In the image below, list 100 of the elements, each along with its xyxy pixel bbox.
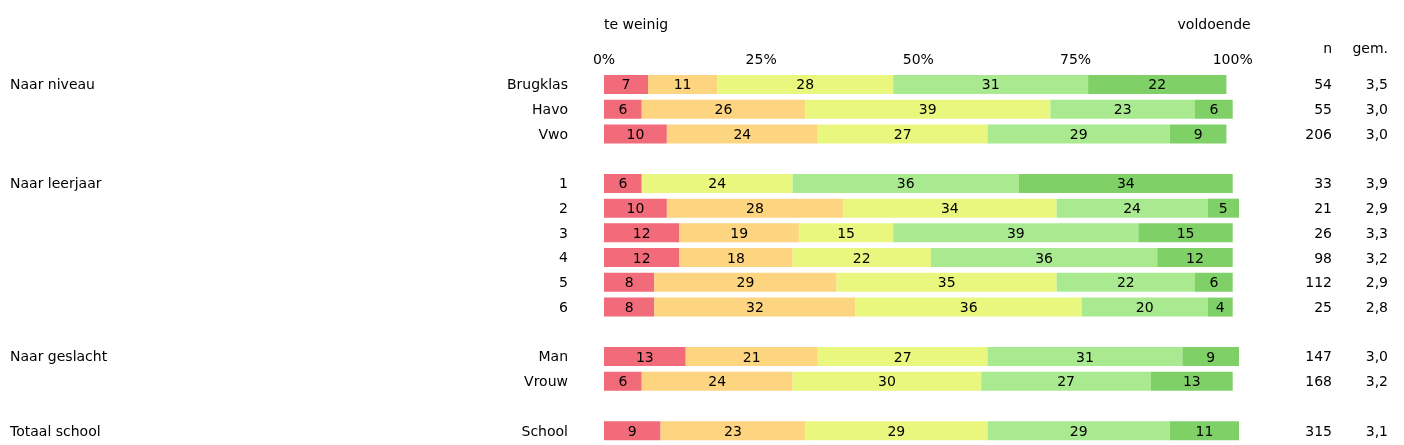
data-label: 13 bbox=[635, 348, 654, 365]
data-label: 12 bbox=[632, 249, 651, 266]
bar bbox=[717, 74, 894, 94]
data-label: 12 bbox=[632, 224, 651, 241]
data-label: 36 bbox=[1035, 249, 1054, 266]
bar bbox=[1138, 223, 1233, 243]
data-label: 9 bbox=[1193, 125, 1203, 142]
data-label: 6 bbox=[618, 101, 628, 118]
data-label: 10 bbox=[626, 125, 645, 142]
bar bbox=[792, 248, 931, 268]
bar bbox=[792, 173, 1019, 193]
data-label: 30 bbox=[878, 373, 896, 390]
data-label: 22 bbox=[1116, 274, 1135, 291]
data-label: 36 bbox=[959, 299, 978, 316]
bar bbox=[654, 297, 856, 317]
y-tick-label: 5 bbox=[559, 274, 568, 291]
bar bbox=[604, 198, 667, 218]
data-label: 29 bbox=[1069, 125, 1088, 142]
data-label: 24 bbox=[733, 125, 752, 142]
data-label: 19 bbox=[730, 224, 749, 241]
bar bbox=[641, 173, 793, 193]
y-tick-label: 2 bbox=[559, 200, 568, 216]
bar bbox=[1194, 272, 1233, 292]
data-label: 18 bbox=[727, 249, 745, 266]
bar bbox=[1169, 124, 1227, 144]
bar bbox=[666, 124, 818, 144]
data-label: 11 bbox=[673, 76, 692, 93]
data-label: 28 bbox=[796, 76, 815, 93]
data-label: 28 bbox=[745, 200, 764, 217]
bar bbox=[1194, 99, 1233, 119]
text: 2,9 bbox=[1365, 200, 1388, 217]
bar bbox=[604, 173, 642, 193]
bar bbox=[1088, 74, 1227, 94]
data-label: 15 bbox=[1176, 224, 1195, 241]
bar bbox=[817, 347, 988, 367]
data-label: 39 bbox=[918, 101, 937, 118]
data-label: 10 bbox=[626, 200, 645, 217]
bar bbox=[604, 347, 686, 367]
y-tick-label: School bbox=[521, 422, 568, 439]
data-label: 6 bbox=[1209, 274, 1219, 291]
text: Naar geslacht bbox=[10, 348, 108, 365]
text: 3,9 bbox=[1365, 175, 1388, 192]
y-tick-label: 4 bbox=[559, 249, 569, 266]
text: 33 bbox=[1314, 175, 1332, 192]
x-tick-label: 0% bbox=[592, 51, 616, 67]
data-label: 20 bbox=[1135, 299, 1154, 316]
bar bbox=[1050, 99, 1195, 119]
data-label: 12 bbox=[1186, 249, 1204, 266]
bar bbox=[604, 124, 667, 144]
text: Naar leerjaar bbox=[10, 175, 102, 192]
bar bbox=[604, 223, 680, 243]
data-label: 7 bbox=[621, 76, 631, 93]
bar bbox=[798, 223, 894, 243]
bar bbox=[1081, 297, 1208, 317]
bar bbox=[604, 371, 642, 391]
data-label: 35 bbox=[937, 274, 956, 291]
data-label: 34 bbox=[940, 200, 959, 217]
bar bbox=[1169, 421, 1239, 441]
text: 3,0 bbox=[1365, 348, 1388, 365]
bar bbox=[685, 347, 818, 367]
data-label: 8 bbox=[624, 274, 634, 291]
bar bbox=[842, 198, 1057, 218]
bar bbox=[666, 198, 843, 218]
bar bbox=[641, 99, 806, 119]
bar bbox=[679, 248, 793, 268]
text: 168 bbox=[1305, 373, 1332, 390]
x-tick-label: 75% bbox=[1059, 51, 1092, 67]
data-label: 23 bbox=[723, 422, 742, 439]
text: 3,2 bbox=[1365, 249, 1388, 266]
bar bbox=[1056, 272, 1195, 292]
text: 112 bbox=[1305, 274, 1332, 291]
text: 147 bbox=[1305, 348, 1332, 365]
bar bbox=[930, 248, 1158, 268]
bar bbox=[805, 99, 1051, 119]
text: voldoende bbox=[1177, 16, 1251, 32]
data-label: 6 bbox=[618, 373, 628, 390]
text: 2,9 bbox=[1365, 274, 1388, 291]
data-label: 4 bbox=[1215, 299, 1225, 316]
bar bbox=[1056, 198, 1208, 218]
data-label: 27 bbox=[893, 125, 912, 142]
data-label: 27 bbox=[1057, 373, 1076, 390]
text: 206 bbox=[1305, 125, 1332, 142]
data-label: 15 bbox=[837, 224, 855, 241]
y-tick-label: Man bbox=[538, 348, 568, 365]
data-label: 29 bbox=[736, 274, 755, 291]
y-tick-label: Brugklas bbox=[507, 76, 568, 93]
text: 315 bbox=[1305, 422, 1332, 439]
data-label: 6 bbox=[618, 175, 628, 192]
data-label: 27 bbox=[893, 348, 912, 365]
text: 54 bbox=[1314, 76, 1332, 93]
x-tick-label: 25% bbox=[745, 51, 777, 67]
data-label: 34 bbox=[1116, 175, 1135, 192]
data-label: 9 bbox=[1206, 348, 1216, 365]
text: 3,2 bbox=[1365, 373, 1388, 390]
data-label: 24 bbox=[1123, 200, 1142, 217]
y-tick-label: Vwo bbox=[538, 125, 568, 142]
bar bbox=[654, 272, 837, 292]
text: te weinig bbox=[604, 16, 669, 32]
bar bbox=[987, 421, 1170, 441]
data-label: 31 bbox=[1076, 348, 1094, 365]
